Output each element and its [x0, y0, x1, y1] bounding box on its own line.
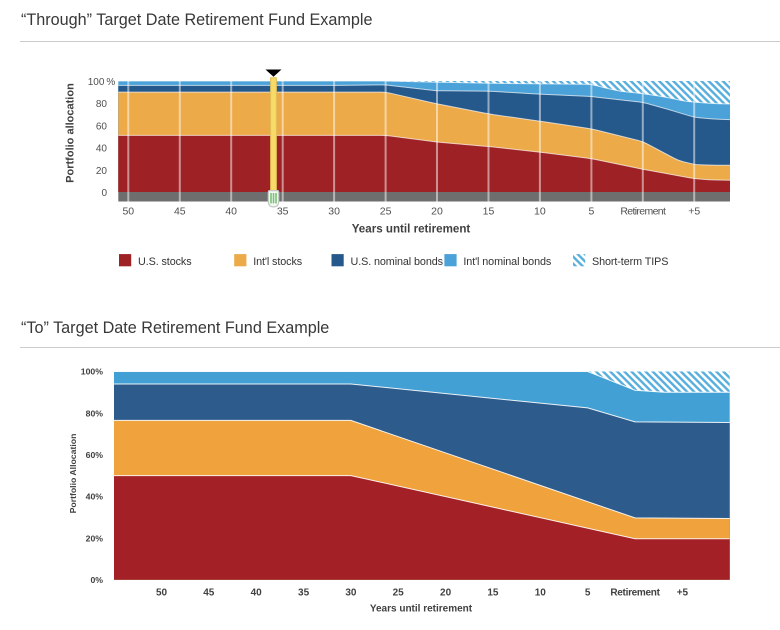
svg-text:20: 20 — [96, 166, 108, 177]
svg-text:5: 5 — [588, 206, 594, 218]
svg-text:15: 15 — [487, 587, 499, 598]
svg-text:15: 15 — [483, 206, 495, 218]
svg-text:10: 10 — [535, 587, 547, 598]
svg-text:Years until retirement: Years until retirement — [370, 604, 473, 615]
svg-text:50: 50 — [122, 206, 134, 218]
svg-text:5: 5 — [585, 587, 591, 598]
svg-text:30: 30 — [345, 587, 357, 598]
svg-text:Portfolio Allocation: Portfolio Allocation — [68, 434, 78, 514]
svg-text:40: 40 — [96, 144, 108, 155]
svg-text:Years until retirement: Years until retirement — [352, 223, 471, 236]
svg-text:0%: 0% — [90, 575, 103, 585]
svg-text:Portfolio allocation: Portfolio allocation — [65, 83, 77, 183]
svg-text:Short-term TIPS: Short-term TIPS — [592, 256, 668, 268]
svg-text:30: 30 — [328, 206, 340, 218]
svg-text:45: 45 — [174, 206, 186, 218]
svg-text:40%: 40% — [86, 492, 104, 502]
svg-text:100%: 100% — [81, 367, 103, 377]
svg-text:20: 20 — [440, 587, 452, 598]
svg-text:25: 25 — [393, 587, 405, 598]
svg-text:10: 10 — [534, 206, 546, 218]
svg-text:20%: 20% — [86, 533, 104, 543]
svg-text:80: 80 — [96, 99, 108, 110]
svg-text:Retirement: Retirement — [610, 587, 660, 598]
svg-text:+5: +5 — [677, 587, 689, 598]
svg-text:40: 40 — [251, 587, 263, 598]
svg-text:35: 35 — [277, 206, 289, 218]
svg-text:Retirement: Retirement — [620, 206, 666, 218]
svg-text:20: 20 — [431, 206, 443, 218]
svg-text:Int'l nominal bonds: Int'l nominal bonds — [463, 256, 551, 268]
svg-text:35: 35 — [298, 587, 310, 598]
svg-text:50: 50 — [156, 587, 168, 598]
svg-text:Int'l stocks: Int'l stocks — [253, 256, 303, 268]
svg-text:U.S. nominal bonds: U.S. nominal bonds — [351, 256, 444, 268]
svg-text:25: 25 — [380, 206, 392, 218]
svg-text:45: 45 — [203, 587, 215, 598]
svg-text:+5: +5 — [688, 206, 700, 218]
svg-text:0: 0 — [101, 188, 107, 199]
svg-text:60: 60 — [96, 121, 108, 132]
svg-text:80%: 80% — [86, 408, 104, 418]
svg-text:U.S. stocks: U.S. stocks — [138, 256, 192, 268]
svg-text:40: 40 — [225, 206, 237, 218]
svg-text:60%: 60% — [86, 450, 104, 460]
svg-text:100 %: 100 % — [88, 77, 116, 88]
